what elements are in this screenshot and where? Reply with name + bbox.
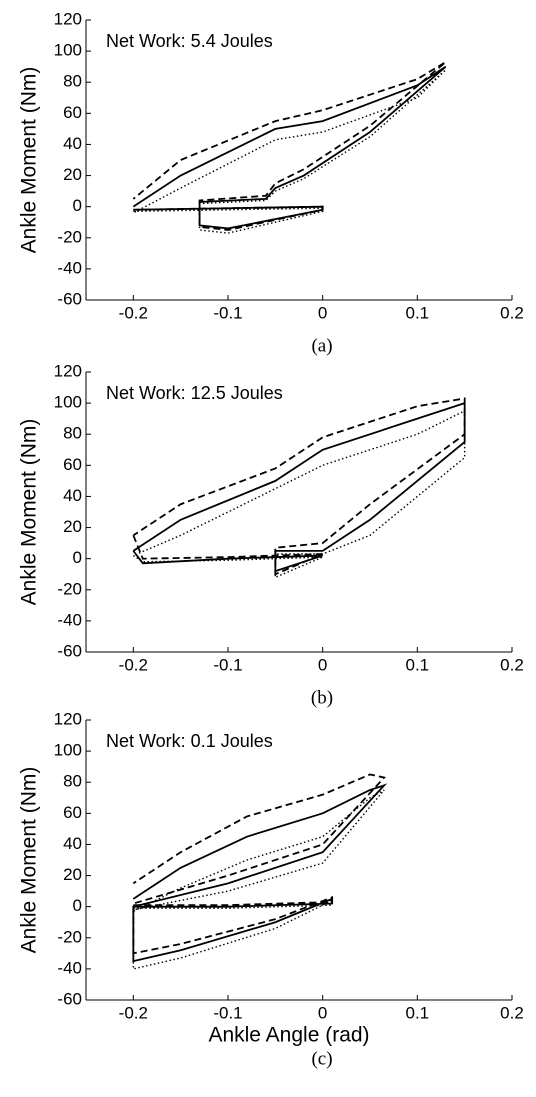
y-tick-label: -40 bbox=[57, 610, 82, 629]
x-tick-label: 0.2 bbox=[500, 655, 524, 674]
x-tick-label: -0.1 bbox=[213, 1003, 242, 1022]
y-axis-label: Ankle Moment (Nm) bbox=[18, 67, 41, 254]
data-line bbox=[132, 65, 447, 230]
annotation: Net Work: 12.5 Joules bbox=[106, 383, 283, 403]
x-tick-label: -0.2 bbox=[119, 1003, 148, 1022]
y-tick-label: 80 bbox=[63, 772, 82, 791]
y-tick-label: 20 bbox=[63, 517, 82, 536]
y-tick-label: 80 bbox=[63, 424, 82, 443]
y-axis-label: Ankle Moment (Nm) bbox=[18, 419, 41, 606]
y-tick-label: -20 bbox=[57, 579, 82, 598]
data-line bbox=[132, 397, 466, 576]
y-tick-label: -60 bbox=[57, 289, 82, 308]
y-tick-label: 0 bbox=[73, 548, 82, 567]
x-tick-label: 0 bbox=[318, 1003, 327, 1022]
x-tick-label: 0.1 bbox=[406, 655, 430, 674]
y-tick-label: 20 bbox=[63, 865, 82, 884]
y-tick-label: 0 bbox=[73, 196, 82, 215]
y-tick-label: -60 bbox=[57, 641, 82, 660]
y-tick-label: 80 bbox=[63, 72, 82, 91]
caption: (a) bbox=[311, 335, 332, 356]
data-line bbox=[132, 409, 466, 579]
x-tick-label: -0.1 bbox=[213, 655, 242, 674]
y-tick-label: 120 bbox=[54, 9, 82, 28]
y-tick-label: -40 bbox=[57, 958, 82, 977]
y-tick-label: 120 bbox=[54, 709, 82, 728]
y-axis-label: Ankle Moment (Nm) bbox=[18, 767, 41, 954]
y-tick-label: 40 bbox=[63, 486, 82, 505]
annotation: Net Work: 0.1 Joules bbox=[106, 731, 273, 751]
y-tick-label: -40 bbox=[57, 258, 82, 277]
x-tick-label: 0 bbox=[318, 303, 327, 322]
data-line bbox=[132, 789, 385, 970]
y-tick-label: -20 bbox=[57, 227, 82, 246]
y-tick-label: 60 bbox=[63, 103, 82, 122]
x-tick-label: 0 bbox=[318, 655, 327, 674]
data-line bbox=[132, 783, 388, 963]
y-tick-label: 60 bbox=[63, 803, 82, 822]
caption: (c) bbox=[311, 1048, 332, 1069]
data-line bbox=[132, 401, 466, 573]
x-tick-label: 0.1 bbox=[406, 1003, 430, 1022]
y-tick-label: 60 bbox=[63, 455, 82, 474]
x-tick-label: -0.1 bbox=[213, 303, 242, 322]
data-line bbox=[132, 773, 386, 955]
data-line bbox=[133, 69, 447, 234]
y-tick-label: 20 bbox=[63, 165, 82, 184]
y-tick-label: 100 bbox=[54, 393, 82, 412]
y-tick-label: 100 bbox=[54, 41, 82, 60]
y-tick-label: -20 bbox=[57, 927, 82, 946]
y-tick-label: 0 bbox=[73, 896, 82, 915]
data-line bbox=[132, 61, 447, 231]
x-tick-label: -0.2 bbox=[119, 303, 148, 322]
y-tick-label: 100 bbox=[54, 741, 82, 760]
y-tick-label: 120 bbox=[54, 361, 82, 380]
y-tick-label: -60 bbox=[57, 989, 82, 1008]
x-tick-label: 0.2 bbox=[500, 1003, 524, 1022]
x-tick-label: 0.1 bbox=[406, 303, 430, 322]
annotation: Net Work: 5.4 Joules bbox=[106, 31, 273, 51]
y-tick-label: 40 bbox=[63, 834, 82, 853]
x-axis-label: Ankle Angle (rad) bbox=[208, 1024, 369, 1047]
x-tick-label: -0.2 bbox=[119, 655, 148, 674]
y-tick-label: 40 bbox=[63, 134, 82, 153]
caption: (b) bbox=[311, 687, 333, 708]
x-tick-label: 0.2 bbox=[500, 303, 524, 322]
